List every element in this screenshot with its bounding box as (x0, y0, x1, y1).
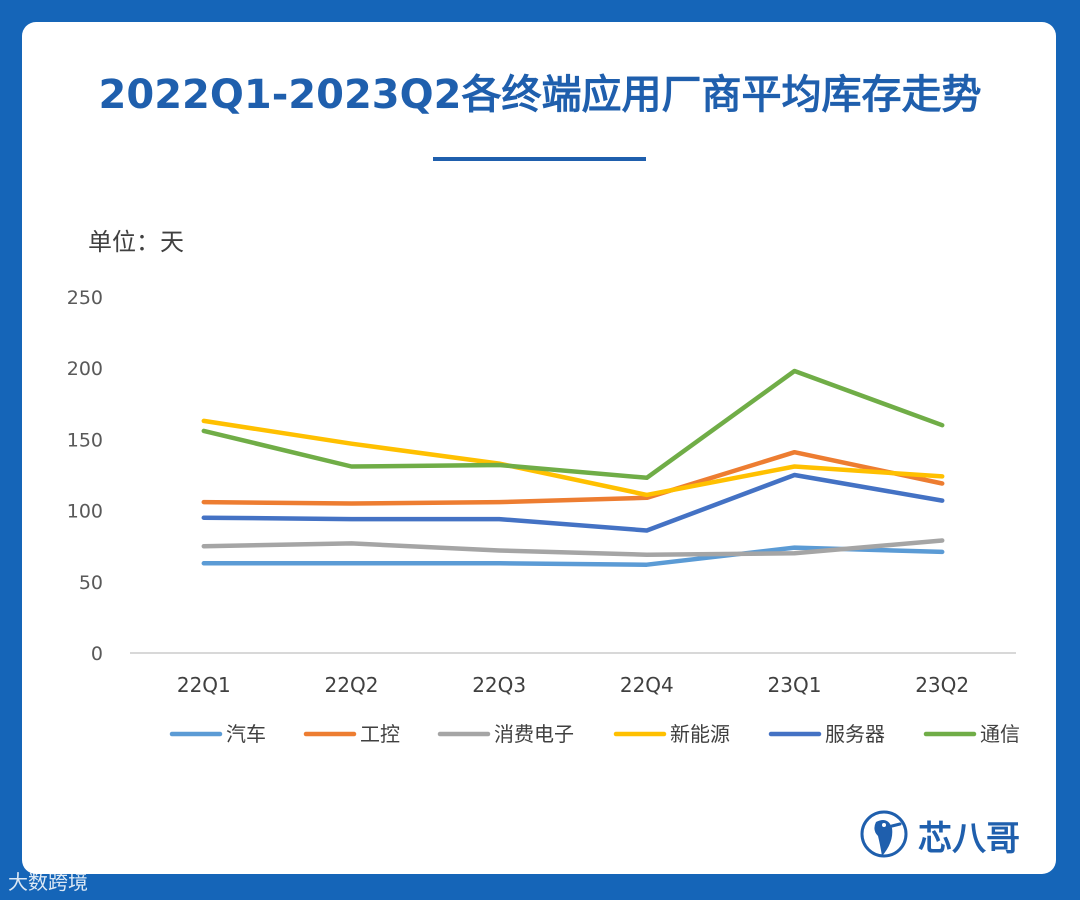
series-line (201, 472, 945, 533)
legend-label: 新能源 (670, 722, 730, 746)
brand-logo: 芯八哥 (858, 806, 1020, 864)
source-watermark: 大数跨境 (8, 870, 88, 894)
y-tick-label: 150 (67, 429, 103, 451)
series-line (201, 538, 945, 557)
y-tick-label: 100 (67, 501, 103, 523)
title-underline (433, 157, 646, 161)
x-tick-label: 23Q1 (768, 673, 822, 697)
bird-logo-icon (860, 810, 908, 858)
y-tick-label: 200 (67, 358, 103, 380)
legend-label: 消费电子 (494, 722, 574, 746)
legend-label: 通信 (980, 722, 1020, 746)
legend-label: 汽车 (226, 722, 266, 746)
x-tick-label: 22Q4 (620, 673, 674, 697)
series-line (201, 449, 945, 506)
legend-label: 工控 (360, 722, 400, 746)
x-tick-label: 22Q3 (472, 673, 526, 697)
x-tick-label: 22Q2 (325, 673, 379, 697)
y-tick-label: 50 (79, 572, 103, 594)
unit-label: 单位：天 (88, 228, 184, 256)
series-line (201, 418, 945, 498)
series-line (201, 368, 945, 481)
x-tick-label: 22Q1 (177, 673, 231, 697)
chart-title: 2022Q1-2023Q2各终端应用厂商平均库存走势 (98, 72, 982, 118)
brand-name: 芯八哥 (918, 818, 1020, 859)
x-tick-label: 23Q2 (915, 673, 969, 697)
y-tick-label: 0 (91, 643, 103, 665)
series-line (201, 545, 945, 567)
y-tick-label: 250 (67, 287, 103, 309)
legend-label: 服务器 (825, 722, 885, 746)
